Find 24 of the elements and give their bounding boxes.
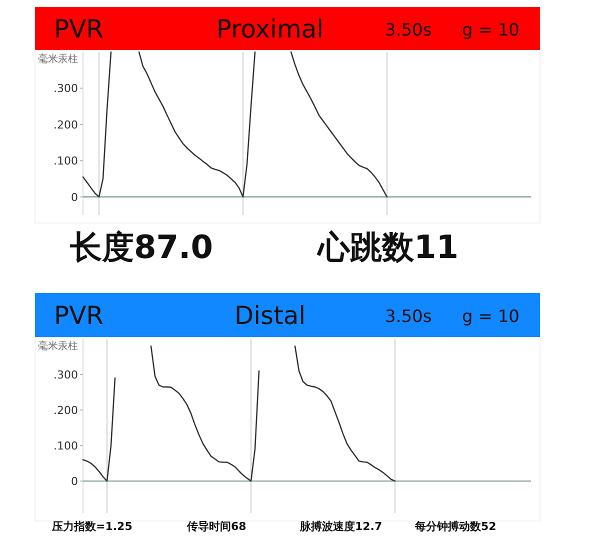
text: 压力指数=1.25 [51, 520, 132, 533]
y-axis-title: 毫米汞柱 [38, 53, 78, 65]
chart-title: PVR [54, 301, 104, 330]
text: 脉搏波速度12.7 [299, 520, 382, 533]
chart-subtitle: Distal [234, 301, 306, 330]
y-tick-label: 0 [71, 475, 78, 488]
y-axis-title: 毫米汞柱 [38, 340, 78, 352]
text: 心跳数11 [316, 228, 459, 266]
y-tick-label: .300 [54, 368, 78, 382]
text: 长度87.0 [69, 228, 213, 266]
y-tick-label: .300 [54, 82, 78, 96]
chart-title: PVR [54, 14, 104, 44]
y-tick-label: 0 [71, 190, 78, 204]
text: 3.50s [385, 20, 432, 40]
text: g = 10 [462, 20, 520, 40]
y-tick-label: .100 [54, 154, 78, 168]
chart-subtitle: Proximal [216, 14, 324, 44]
text: g = 10 [462, 307, 520, 327]
y-tick-label: .200 [54, 118, 78, 132]
text: 传导时间68 [186, 520, 246, 533]
y-tick-label: .100 [54, 440, 78, 453]
text: 3.50s [385, 307, 432, 327]
y-tick-label: .200 [54, 404, 78, 418]
text: 每分钟搏动数52 [414, 520, 496, 533]
